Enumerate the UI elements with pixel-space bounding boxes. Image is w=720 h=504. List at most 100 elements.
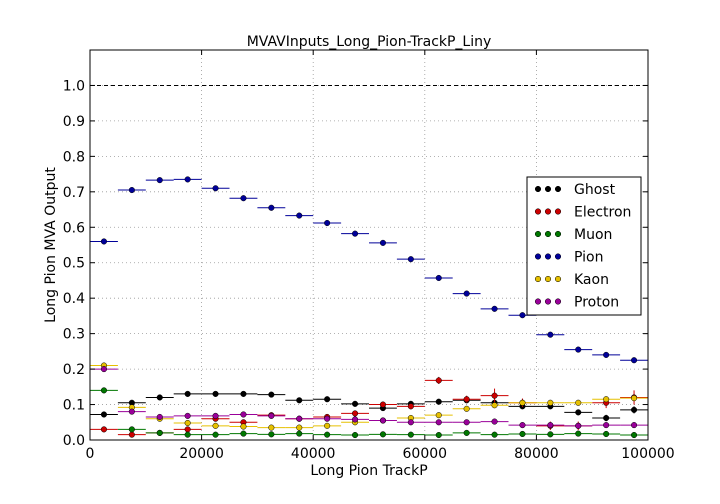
data-point: [407, 419, 414, 426]
data-point: [603, 396, 610, 403]
data-point: [100, 387, 107, 394]
series-kaon: [90, 362, 648, 431]
data-point: [184, 431, 191, 438]
legend-marker: [544, 185, 552, 193]
data-point: [435, 398, 442, 405]
data-point: [463, 419, 470, 426]
series-muon: [90, 387, 648, 439]
data-point: [519, 430, 526, 438]
data-point: [407, 256, 414, 263]
legend-marker: [534, 253, 542, 260]
data-point: [519, 399, 526, 406]
data-point: [296, 430, 303, 437]
x-tick-label: 60000: [403, 446, 448, 462]
data-point: [240, 423, 247, 430]
legend: Ghost Electron Muon Pion Kaon Proton: [526, 176, 642, 316]
data-point: [463, 396, 470, 403]
data-point: [156, 394, 163, 401]
data-point: [100, 238, 107, 245]
legend-marker: [534, 230, 542, 238]
data-point: [547, 331, 554, 338]
legend-label: Electron: [574, 205, 631, 221]
data-point: [575, 409, 582, 416]
data-point: [128, 426, 135, 433]
chart-title: MVAVInputs_Long_Pion-TrackP_Liny: [247, 34, 492, 50]
series-proton: [90, 366, 648, 429]
legend-marker: [534, 298, 542, 305]
legend-marker: [534, 208, 542, 215]
x-tick-label: 40000: [291, 446, 336, 462]
data-point: [435, 431, 442, 439]
legend-marker: [554, 185, 562, 193]
x-tick-label: 80000: [514, 446, 559, 462]
legend-label: Pion: [574, 250, 603, 266]
y-tick-label: 0.2: [63, 362, 85, 378]
data-point: [379, 401, 387, 408]
data-point: [631, 431, 638, 439]
legend-label: Kaon: [574, 272, 609, 288]
y-tick-label: 1.0: [63, 78, 85, 94]
data-point: [240, 390, 247, 397]
data-point: [435, 274, 442, 282]
series-pion: [90, 176, 648, 364]
data-point: [296, 212, 303, 219]
data-point: [352, 416, 359, 423]
legend-marker: [544, 275, 552, 283]
data-point: [100, 366, 107, 373]
data-point: [268, 431, 275, 438]
data-point: [296, 397, 303, 404]
data-point: [128, 186, 135, 194]
y-tick-label: 0.5: [63, 256, 85, 272]
data-point: [379, 417, 387, 424]
axis-ticks: 0 20000 40000 60000 80000 100000 0.0 0.1 0.2 0.3 0…: [63, 50, 675, 462]
data-point: [519, 312, 526, 319]
x-tick-label: 0: [86, 446, 95, 462]
y-tick-label: 0.1: [63, 398, 85, 414]
legend-marker: [554, 230, 562, 238]
data-point: [631, 422, 638, 429]
data-point: [100, 411, 107, 418]
data-point: [435, 377, 442, 384]
data-point: [324, 415, 331, 422]
data-point: [240, 411, 247, 418]
x-tick-label: 20000: [179, 446, 224, 462]
data-point: [519, 422, 526, 429]
data-point: [212, 422, 219, 429]
data-point: [184, 419, 191, 427]
y-axis-label: Long Pion MVA Output: [43, 167, 59, 323]
legend-marker: [554, 208, 562, 215]
data-point: [268, 391, 275, 398]
legend-label: Proton: [574, 295, 619, 311]
plot-area: [89, 49, 649, 441]
data-point: [463, 405, 470, 412]
data-point: [631, 395, 638, 402]
data-point: [491, 431, 498, 438]
data-point: [324, 431, 331, 438]
data-point: [547, 399, 554, 406]
data-point: [575, 399, 582, 406]
data-point: [463, 290, 470, 297]
data-point: [156, 413, 163, 421]
legend-marker: [544, 253, 552, 260]
legend-box: [526, 176, 642, 316]
y-tick-label: 0.7: [63, 185, 85, 201]
data-point: [212, 412, 219, 419]
x-tick-label: 100000: [621, 446, 674, 462]
data-point: [435, 412, 442, 419]
data-point: [240, 195, 247, 202]
data-point: [184, 412, 191, 419]
data-point: [379, 431, 387, 438]
plot-data: [90, 84, 648, 439]
data-point: [575, 346, 582, 353]
data-point: [352, 431, 359, 439]
data-point: [128, 408, 135, 415]
data-point: [631, 406, 638, 413]
data-point: [324, 422, 331, 429]
legend-marker: [544, 298, 552, 305]
data-point: [352, 400, 359, 407]
data-point: [212, 185, 219, 192]
data-point: [603, 351, 610, 358]
data-point: [352, 230, 359, 237]
legend-marker: [534, 185, 542, 193]
legend-marker: [544, 208, 552, 215]
